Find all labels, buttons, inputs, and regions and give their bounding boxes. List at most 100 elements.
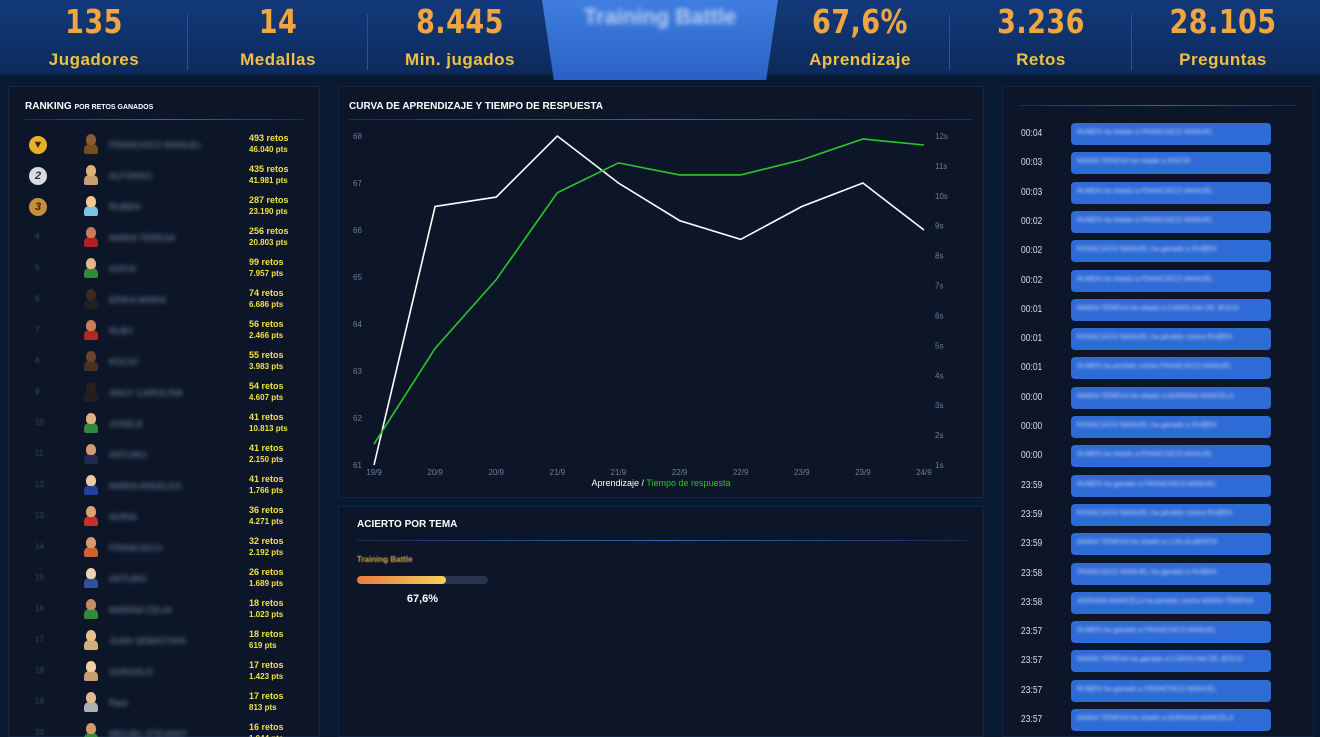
player-name: RUBY <box>109 326 135 336</box>
activity-item[interactable]: 23:58 FRANCISCO MANUEL ha ganado a RUBEN <box>1021 562 1273 586</box>
topic-name: Training Battle <box>357 555 413 564</box>
rank-position: 14 <box>35 542 44 551</box>
player-name: MARINA CELIA <box>109 605 173 615</box>
ranking-row[interactable]: 17 JUAN SEBASTIAN 18 retos 619 pts <box>27 626 307 657</box>
avatar <box>83 661 99 681</box>
activity-item[interactable]: 23:59 MARIA TERESA ha retado a LUIS ALBER… <box>1021 532 1273 556</box>
player-retos: 18 retos <box>249 629 284 639</box>
ranking-row[interactable]: ▼ FRANCISCO MANUEL 493 retos 46.040 pts <box>27 130 307 161</box>
activity-item[interactable]: 23:59 RUBEN ha ganado a FRANCISCO MANUEL <box>1021 474 1273 498</box>
player-retos: 16 retos <box>249 722 284 732</box>
topic-progress-fill <box>357 576 446 584</box>
activity-item[interactable]: 00:00 FRANCISCO MANUEL ha ganado a RUBEN <box>1021 415 1273 439</box>
ranking-row[interactable]: 8 ROCIO 55 retos 3.983 pts <box>27 347 307 378</box>
ranking-row[interactable]: 10 JOSELE 41 retos 10.813 pts <box>27 409 307 440</box>
activity-item[interactable]: 00:01 MARIA TERESA ha retado a CAROLINA D… <box>1021 298 1273 322</box>
y-right-tick-label: 8s <box>935 252 943 261</box>
ranking-row[interactable]: 7 RUBY 56 retos 2.466 pts <box>27 316 307 347</box>
ranking-row[interactable]: 5 SOFIA 99 retos 7.957 pts <box>27 254 307 285</box>
ranking-row[interactable]: 19 Raul 17 retos 813 pts <box>27 688 307 719</box>
player-retos: 55 retos <box>249 350 284 360</box>
activity-message: MARIA TERESA ha retado a ROCIO <box>1071 152 1271 175</box>
stat-value: 8.445 <box>416 2 504 41</box>
learning-curve-panel: CURVA DE APRENDIZAJE Y TIEMPO DE RESPUES… <box>338 86 984 498</box>
training-battle-tab[interactable]: Training Battle <box>542 0 778 80</box>
ranking-row[interactable]: 6 ERIKA MARIA 74 retos 6.686 pts <box>27 285 307 316</box>
activity-text: MARIA TERESA ha retado a CAROLINA DE JES… <box>1077 304 1240 312</box>
activity-item[interactable]: 00:01 FRANCISCO MANUEL ha perdido contra … <box>1021 327 1273 351</box>
player-name: MIGUEL STEVANY <box>109 729 188 737</box>
activity-item[interactable]: 23:58 ADRIANA MARCELA ha perdido contra M… <box>1021 591 1273 615</box>
activity-text: RUBEN ha retado a FRANCISCO MANUEL <box>1077 275 1214 283</box>
activity-message: RUBEN ha ganado a FRANCISCO MANUEL <box>1071 679 1271 702</box>
ranking-row[interactable]: 2 ALFONSO 435 retos 41.981 pts <box>27 161 307 192</box>
activity-item[interactable]: 00:02 RUBEN ha retado a FRANCISCO MANUEL <box>1021 210 1273 234</box>
player-retos: 36 retos <box>249 505 284 515</box>
y-right-tick-label: 4s <box>935 371 943 380</box>
activity-item[interactable]: 00:02 RUBEN ha retado a FRANCISCO MANUEL <box>1021 269 1273 293</box>
activity-text: MARIA TERESA ha retado a LUIS ALBERTO <box>1077 539 1218 547</box>
legend-aprendizaje: Aprendizaje <box>591 478 639 488</box>
player-retos: 54 retos <box>249 381 284 391</box>
player-retos: 74 retos <box>249 288 284 298</box>
ranking-row[interactable]: 14 FRANCISCO 32 retos 2.192 pts <box>27 533 307 564</box>
activity-item[interactable]: 00:02 FRANCISCO MANUEL ha ganado a RUBEN <box>1021 239 1273 263</box>
player-name: JUAN SEBASTIAN <box>109 636 186 646</box>
activity-text: FRANCISCO MANUEL ha ganado a RUBEN <box>1077 246 1217 254</box>
player-retos: 32 retos <box>249 536 284 546</box>
y-right-tick-label: 9s <box>935 222 943 231</box>
rank-position: 17 <box>35 635 44 644</box>
player-retos: 99 retos <box>249 257 284 267</box>
player-name: JOSELE <box>109 419 144 429</box>
ranking-row[interactable]: 3 RUBEN 287 retos 23.190 pts <box>27 192 307 223</box>
chart-lines <box>373 134 925 466</box>
stats-bar: 135 Jugadores 14 Medallas 8.445 Min. jug… <box>0 0 1320 80</box>
activity-time: 23:57 <box>1021 626 1043 638</box>
ranking-subtitle: POR RETOS GANADOS <box>74 104 154 111</box>
ranking-row[interactable]: 13 NURIA 36 retos 4.271 pts <box>27 502 307 533</box>
activity-item[interactable]: 00:00 MARIA TERESA ha retado a ADRIANA MA… <box>1021 386 1273 410</box>
activity-time: 00:02 <box>1021 215 1043 227</box>
activity-item[interactable]: 23:57 MARIA TERESA ha ganado a CAROLINA D… <box>1021 649 1273 673</box>
activity-item[interactable]: 00:01 RUBEN ha perdido contra FRANCISCO M… <box>1021 356 1273 380</box>
activity-message: RUBEN ha retado a FRANCISCO MANUEL <box>1071 269 1271 292</box>
ranking-row[interactable]: 20 MIGUEL STEVANY 16 retos 1.044 pts <box>27 719 307 737</box>
rank-position: 8 <box>35 356 40 365</box>
activity-item[interactable]: 00:00 RUBEN ha retado a FRANCISCO MANUEL <box>1021 444 1273 468</box>
player-points: 1.766 pts <box>249 486 284 495</box>
activity-item[interactable]: 00:04 RUBEN ha retado a FRANCISCO MANUEL <box>1021 122 1273 146</box>
x-tick-label: 22/9 <box>733 468 749 477</box>
activity-text: FRANCISCO MANUEL ha perdido contra RUBEN <box>1077 334 1232 342</box>
activity-item[interactable]: 23:57 MARIA TERESA ha retado a ADRIANA MA… <box>1021 708 1273 732</box>
activity-item[interactable]: 23:57 RUBEN ha ganado a FRANCISCO MANUEL <box>1021 679 1273 703</box>
y-right-tick-label: 11s <box>935 162 947 171</box>
activity-time: 23:58 <box>1021 567 1043 579</box>
activity-item[interactable]: 23:59 FRANCISCO MANUEL ha perdido contra … <box>1021 503 1273 527</box>
ranking-row[interactable]: 11 ARTURO 41 retos 2.150 pts <box>27 440 307 471</box>
ranking-row[interactable]: 12 MARIA ANGELES 41 retos 1.766 pts <box>27 471 307 502</box>
activity-item[interactable]: 00:03 RUBEN ha retado a FRANCISCO MANUEL <box>1021 181 1273 205</box>
rank-position: 12 <box>35 480 44 489</box>
acierto-panel: ACIERTO POR TEMA Training Battle 67,6% <box>338 506 984 737</box>
avatar <box>83 568 99 588</box>
player-name: MARIA TERESA <box>109 233 176 243</box>
rank-position: 4 <box>35 232 40 241</box>
ranking-row[interactable]: 18 GONZALO 17 retos 1.423 pts <box>27 657 307 688</box>
stat-aprendizaje: 67,6% Aprendizaje <box>770 0 950 76</box>
ranking-row[interactable]: 9 ANGY CAROLINA 54 retos 4.607 pts <box>27 378 307 409</box>
player-name: ROCIO <box>109 357 139 367</box>
silver-medal-icon: 2 <box>29 167 47 185</box>
avatar <box>83 444 99 464</box>
ranking-row[interactable]: 4 MARIA TERESA 256 retos 20.803 pts <box>27 223 307 254</box>
ranking-row[interactable]: 15 ARTURO 26 retos 1.689 pts <box>27 564 307 595</box>
player-name: MARIA ANGELES <box>109 481 182 491</box>
activity-item[interactable]: 00:03 MARIA TERESA ha retado a ROCIO <box>1021 151 1273 175</box>
activity-time: 00:03 <box>1021 157 1043 169</box>
activity-item[interactable]: 23:57 RUBEN ha ganado a FRANCISCO MANUEL <box>1021 620 1273 644</box>
divider <box>25 119 303 120</box>
activity-message: RUBEN ha retado a FRANCISCO MANUEL <box>1071 210 1271 233</box>
player-retos: 493 retos <box>249 133 289 143</box>
ranking-row[interactable]: 16 MARINA CELIA 18 retos 1.023 pts <box>27 595 307 626</box>
activity-time: 00:00 <box>1021 450 1043 462</box>
x-tick-label: 23/9 <box>855 468 871 477</box>
